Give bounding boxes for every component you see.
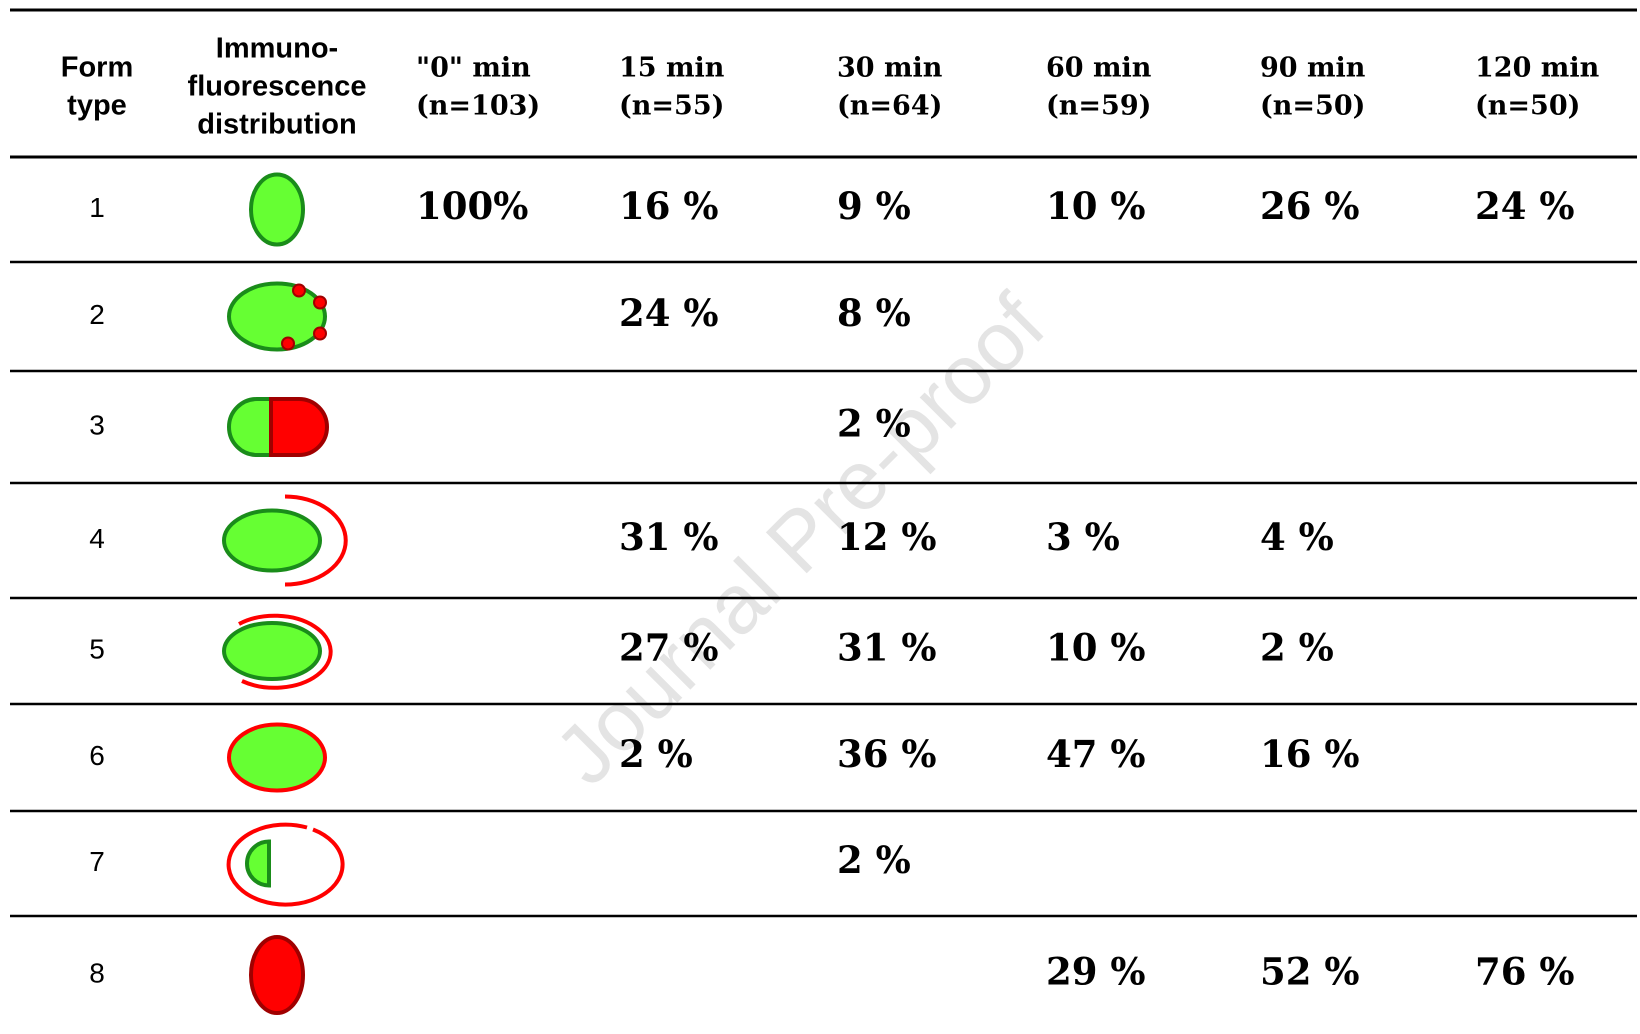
icon-part (224, 511, 320, 571)
form-number: 1 (89, 192, 105, 223)
form-number: 6 (89, 740, 105, 771)
percent-cell: 2 % (1260, 626, 1334, 670)
header-cell: (n=103) (416, 91, 540, 122)
header-cell: 120 min (1475, 53, 1600, 84)
form-icon (224, 497, 346, 585)
percent-cell: 100% (416, 184, 528, 228)
percent-cell: 26 % (1260, 184, 1360, 228)
percent-cell: 76 % (1475, 950, 1575, 994)
header-cell: distribution (197, 109, 356, 141)
icon-part (271, 399, 327, 455)
icon-part (314, 328, 326, 340)
percent-cell: 31 % (837, 626, 937, 670)
percent-cell: 2 % (837, 838, 911, 882)
header-cell: (n=64) (837, 91, 942, 122)
icon-part (247, 842, 269, 886)
icon-part (229, 399, 271, 455)
watermark: Journal Pre-proof (537, 276, 1063, 802)
header-cell: (n=55) (619, 91, 724, 122)
percent-cell: 16 % (1260, 732, 1360, 776)
form-number: 8 (89, 957, 105, 988)
form-icon (251, 937, 303, 1013)
icon-part (293, 285, 305, 297)
header-cell: 15 min (619, 53, 725, 84)
icon-part (251, 937, 303, 1013)
header-cell: 30 min (837, 53, 943, 84)
percent-cell: 4 % (1260, 515, 1334, 559)
icon-part (282, 338, 294, 350)
percent-cell: 3 % (1046, 515, 1120, 559)
percent-cell: 10 % (1046, 184, 1146, 228)
percent-cell: 27 % (619, 626, 719, 670)
percent-cell: 29 % (1046, 950, 1146, 994)
percent-cell: 24 % (1475, 184, 1575, 228)
icon-part (314, 297, 326, 309)
form-icon (251, 175, 303, 245)
header-cell: type (67, 90, 127, 122)
page: Journal Pre-proof Form type Immuno-fluores… (0, 0, 1640, 1034)
form-icon (229, 725, 325, 791)
header-cell: Form (61, 52, 134, 84)
header-cell: (n=50) (1260, 91, 1365, 122)
icon-part (251, 175, 303, 245)
percent-cell: 24 % (619, 291, 719, 335)
header-cell: Immuno- (216, 33, 338, 65)
form-number: 7 (89, 846, 105, 877)
header-cell: fluorescence (188, 71, 367, 103)
icon-part (224, 623, 320, 679)
form-number: 5 (89, 633, 105, 664)
percent-cell: 9 % (837, 184, 911, 228)
percent-cell: 31 % (619, 515, 719, 559)
form-icon (229, 399, 327, 455)
form-icon (229, 825, 343, 905)
percent-cell: 10 % (1046, 626, 1146, 670)
table: Journal Pre-proof Form type Immuno-fluores… (0, 0, 1640, 1034)
header-cell: (n=50) (1475, 91, 1580, 122)
header-cell: 60 min (1046, 53, 1152, 84)
percent-cell: 12 % (837, 515, 937, 559)
header-cell: (n=59) (1046, 91, 1151, 122)
form-number: 2 (89, 299, 105, 330)
percent-cell: 16 % (619, 184, 719, 228)
form-number: 3 (89, 409, 105, 440)
percent-cell: 2 % (837, 402, 911, 446)
form-icon (229, 284, 326, 350)
percent-cell: 47 % (1046, 732, 1146, 776)
header-cell: 90 min (1260, 53, 1366, 84)
icon-part (229, 284, 325, 350)
icon-part (229, 725, 325, 791)
form-icon (224, 616, 331, 688)
form-number: 4 (89, 523, 105, 554)
percent-cell: 8 % (837, 291, 911, 335)
percent-cell: 52 % (1260, 950, 1360, 994)
header-cell: "0" min (416, 53, 531, 84)
percent-cell: 2 % (619, 732, 693, 776)
percent-cell: 36 % (837, 732, 937, 776)
